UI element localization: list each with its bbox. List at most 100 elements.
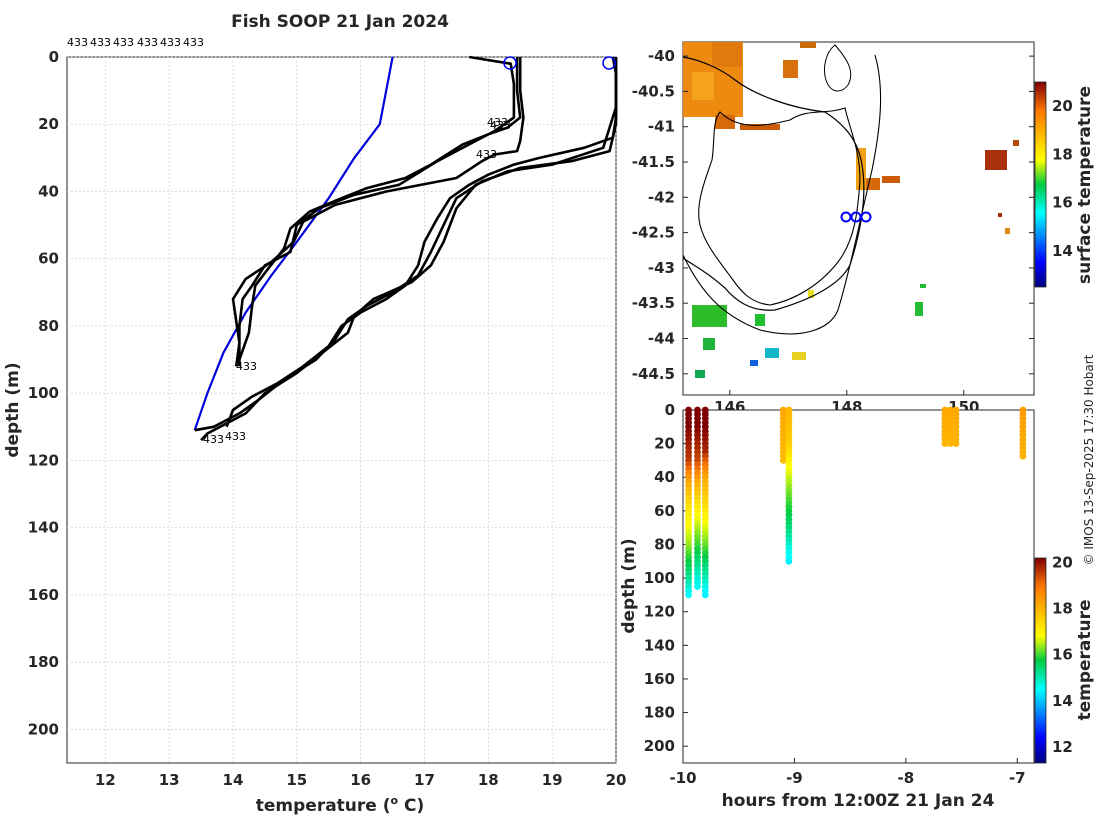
annotation-433-b: 433 xyxy=(487,116,508,129)
profile-x-tick-16: 16 xyxy=(350,771,371,789)
top-label-6: 433 xyxy=(183,36,204,49)
profile-axes-box xyxy=(66,56,617,764)
profile-y-tick-20: 20 xyxy=(38,115,59,133)
top-label-5: 433 xyxy=(160,36,181,49)
map-colorbar-tick-20: 20 xyxy=(1052,97,1073,115)
timeline-colorbar xyxy=(1034,557,1047,764)
sst-patch-south xyxy=(755,314,765,326)
profile-line-climatology xyxy=(193,56,394,431)
cast-point xyxy=(779,457,787,464)
timeline-colorbar-tick-14: 14 xyxy=(1052,692,1073,710)
figure-title: Fish SOOP 21 Jan 2024 xyxy=(231,12,449,32)
timeline-colorbar-tick-20: 20 xyxy=(1052,554,1073,572)
timeline-y-tick-200: 200 xyxy=(644,737,675,755)
profile-x-ticks: 12 13 14 15 16 17 18 19 20 xyxy=(95,771,627,789)
sst-patch-far-east-4 xyxy=(1005,228,1010,234)
sst-patch-se xyxy=(915,302,923,316)
timeline-cast-5 xyxy=(785,406,793,565)
timeline-cast-4 xyxy=(779,406,787,464)
timeline-y-tick-20: 20 xyxy=(654,435,675,453)
profile-x-label-tail: C) xyxy=(398,796,424,816)
map-profile-location-3 xyxy=(860,211,872,223)
timeline-y-tick-140: 140 xyxy=(644,636,675,654)
map-colorbar-tick-14: 14 xyxy=(1052,242,1073,260)
cast-point xyxy=(694,583,701,590)
profile-y-tick-180: 180 xyxy=(28,653,59,671)
profile-x-tick-18: 18 xyxy=(478,771,499,789)
sst-patch-far-east-3 xyxy=(998,213,1002,217)
profile-x-tick-12: 12 xyxy=(95,771,116,789)
map-colorbar xyxy=(1034,81,1047,288)
timeline-colorbar-tick-16: 16 xyxy=(1052,646,1073,664)
timeline-colorbar-tick-12: 12 xyxy=(1052,738,1073,756)
profile-y-tick-100: 100 xyxy=(28,384,59,402)
profile-top-labels: 433 433 433 433 433 433 xyxy=(67,36,204,49)
tasmania-island-outline xyxy=(698,107,861,306)
surface-marker-1 xyxy=(503,56,517,70)
profile-line-433-c xyxy=(231,57,525,367)
sst-patch-far-east-2 xyxy=(1013,140,1019,146)
profile-x-tick-19: 19 xyxy=(542,771,563,789)
map-y-ticks: -40 -40.5 -41 -41.5 -42 -42.5 -43 -43.5 -44 -44.5 xyxy=(632,47,1034,383)
timeline-cast-7 xyxy=(947,406,954,447)
profile-x-tick-15: 15 xyxy=(286,771,307,789)
timeline-x-tick--10: -10 xyxy=(669,769,696,787)
annotation-433-a: 433 xyxy=(490,119,511,132)
top-label-3: 433 xyxy=(113,36,134,49)
profile-y-tick-160: 160 xyxy=(28,586,59,604)
map-y-tick--41.5: -41.5 xyxy=(632,153,675,171)
sst-patch-east xyxy=(856,148,866,190)
sst-patch-sw-3 xyxy=(695,370,705,378)
profile-x-label-sup: o xyxy=(391,794,399,807)
sst-patch-south-2 xyxy=(765,348,779,358)
timeline-panel: 0 20 40 60 80 100 120 140 160 180 200 -10 -9 -8 -7 ho… xyxy=(619,401,1095,811)
timeline-casts xyxy=(685,406,1027,599)
profile-x-tick-20: 20 xyxy=(606,771,627,789)
profile-y-tick-80: 80 xyxy=(38,317,59,335)
cast-point xyxy=(1019,452,1027,460)
sst-patch-sw xyxy=(692,305,727,327)
cast-point xyxy=(685,591,692,599)
sst-patch-nw-2 xyxy=(712,42,742,67)
profile-y-tick-0: 0 xyxy=(49,48,59,66)
sst-patch-nw-3 xyxy=(692,72,714,100)
profile-annotations: 433 433 433 433 433 433 xyxy=(203,116,511,446)
map-y-tick--44.5: -44.5 xyxy=(632,365,675,383)
profile-y-label: depth (m) xyxy=(3,362,23,457)
timeline-y-label: depth (m) xyxy=(619,538,639,633)
timeline-y-tick-100: 100 xyxy=(644,569,675,587)
timeline-y-ticks: 0 20 40 60 80 100 120 140 160 180 200 xyxy=(644,401,688,755)
profile-x-tick-17: 17 xyxy=(414,771,435,789)
timeline-cast-8 xyxy=(952,406,960,447)
timeline-y-tick-0: 0 xyxy=(665,401,675,419)
profile-y-tick-40: 40 xyxy=(38,182,59,200)
sst-pixels xyxy=(683,42,1019,378)
timeline-cast-1 xyxy=(685,406,692,599)
annotation-433-f: 433 xyxy=(203,433,224,446)
profile-line-433-a xyxy=(238,55,516,367)
sst-patch-sw-2 xyxy=(703,338,715,350)
profile-series xyxy=(193,55,618,442)
profile-line-433-b xyxy=(238,57,522,361)
timeline-y-tick-120: 120 xyxy=(644,603,675,621)
timeline-y-tick-80: 80 xyxy=(654,535,675,553)
map-y-tick--40.5: -40.5 xyxy=(632,82,675,100)
top-label-1: 433 xyxy=(67,36,88,49)
cast-point xyxy=(785,557,793,565)
map-colorbar-tick-18: 18 xyxy=(1052,145,1073,163)
sst-patch-south-3 xyxy=(750,360,758,366)
timeline-y-tick-40: 40 xyxy=(654,468,675,486)
map-colorbar-ticks: 20 18 16 14 xyxy=(1052,97,1073,260)
map-colorbar-label: surface temperature xyxy=(1075,86,1095,284)
sst-patch-east-3 xyxy=(882,176,900,183)
sst-patch-north-coast xyxy=(740,124,780,130)
annotation-433-c: 433 xyxy=(476,148,497,161)
map-y-tick--43.5: -43.5 xyxy=(632,294,675,312)
map-y-tick--42.5: -42.5 xyxy=(632,224,675,242)
sst-patch-nw-4 xyxy=(715,115,735,129)
profile-y-ticks: 0 20 40 60 80 100 120 140 160 180 200 xyxy=(28,48,59,738)
timeline-y-tick-60: 60 xyxy=(654,502,675,520)
map-y-tick--41: -41 xyxy=(648,118,675,136)
profile-y-tick-120: 120 xyxy=(28,451,59,469)
